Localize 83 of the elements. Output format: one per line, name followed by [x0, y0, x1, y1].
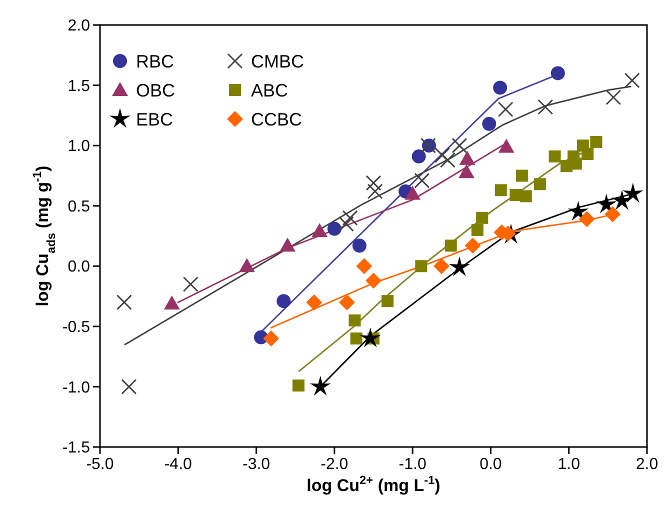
point: [360, 327, 381, 348]
point: [520, 190, 532, 202]
point: [412, 149, 426, 164]
point: [415, 260, 428, 272]
point: [604, 206, 621, 222]
point: [498, 138, 514, 153]
point: [440, 152, 456, 168]
point: [238, 258, 255, 272]
point: [458, 164, 474, 178]
point: [538, 99, 554, 115]
point: [306, 294, 322, 310]
point: [624, 72, 640, 88]
y-tick-label: 0.5: [68, 198, 90, 216]
point: [352, 238, 366, 253]
x-tick-label: -5.0: [86, 456, 114, 473]
point: [327, 222, 342, 236]
y-tick-label: 2.0: [68, 18, 90, 35]
point: [590, 136, 602, 148]
point: [312, 223, 328, 238]
y-tick-label: 0.0: [68, 258, 90, 276]
y-tick-label: -1.0: [62, 379, 90, 396]
x-tick-label: 0.0: [480, 456, 502, 473]
x-tick-label: -1.0: [398, 456, 426, 473]
point: [622, 182, 644, 203]
x-axis-title: log Cu$^{2+}$ (mg L$^{-1}$): [306, 473, 440, 495]
point: [338, 294, 355, 310]
legend-label: EBC: [136, 109, 174, 130]
y-tick-label: -1.5: [62, 440, 90, 457]
point: [498, 102, 514, 118]
point: [452, 138, 468, 154]
point: [448, 256, 470, 276]
point: [350, 332, 362, 344]
point: [471, 224, 484, 236]
point: [578, 211, 595, 228]
point: [382, 295, 394, 308]
point: [367, 184, 383, 200]
point: [338, 216, 354, 232]
x-tick-label: -4.0: [164, 456, 192, 473]
x-tick-label: 2.0: [636, 456, 658, 473]
legend-label: OBC: [136, 80, 176, 100]
point: [433, 258, 450, 274]
point: [516, 170, 528, 182]
x-tick-label: 1.0: [558, 456, 580, 473]
point: [606, 90, 622, 106]
point: [464, 238, 481, 254]
point: [164, 296, 180, 310]
point: [348, 314, 361, 326]
legend-label: ABC: [251, 80, 288, 100]
point: [366, 272, 382, 289]
point: [342, 210, 358, 226]
point: [568, 200, 589, 221]
point: [292, 380, 304, 392]
point: [493, 80, 508, 95]
point: [182, 276, 198, 292]
legend-label: CCBC: [251, 109, 302, 130]
point: [550, 66, 565, 80]
point: [121, 378, 137, 394]
point: [596, 194, 617, 214]
point: [276, 294, 291, 308]
point: [582, 148, 594, 160]
point: [444, 240, 457, 252]
legend-label: RBC: [136, 51, 174, 72]
point: [459, 150, 476, 165]
point: [356, 258, 372, 274]
point: [280, 238, 296, 252]
y-tick-label: 1.0: [68, 138, 90, 156]
point: [310, 376, 331, 396]
point: [476, 212, 488, 224]
y-tick-label: 1.5: [68, 78, 90, 95]
point: [434, 147, 450, 163]
x-tick-label: -2.0: [320, 456, 348, 473]
point: [494, 184, 507, 196]
point: [404, 186, 421, 200]
point: [548, 150, 561, 162]
y-tick-label: -0.5: [62, 319, 90, 336]
point: [263, 330, 280, 346]
legend-label: CMBC: [251, 51, 304, 72]
x-tick-label: -3.0: [242, 456, 270, 473]
point: [366, 175, 382, 191]
point: [414, 172, 430, 188]
point: [482, 116, 496, 131]
point: [116, 294, 132, 310]
point: [534, 178, 546, 190]
